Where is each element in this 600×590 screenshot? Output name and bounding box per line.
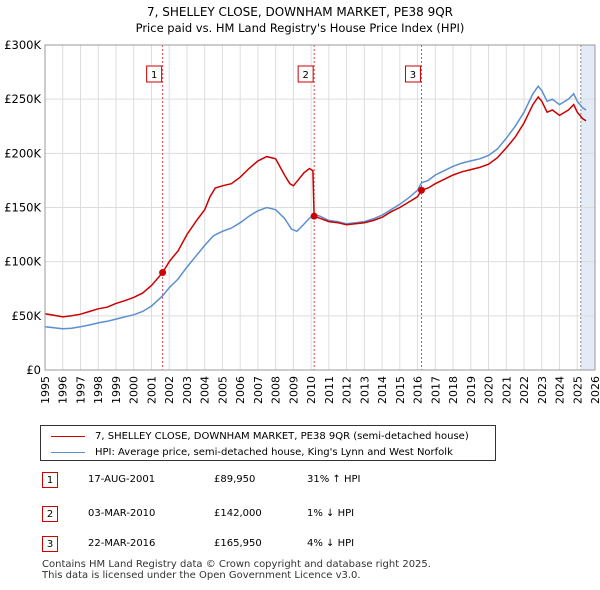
table-row: 1 17-AUG-2001 £89,950 31% ↑ HPI [42, 472, 462, 490]
sale-label-number: 2 [302, 70, 308, 81]
chart-title: 7, SHELLEY CLOSE, DOWNHAM MARKET, PE38 9… [147, 5, 453, 19]
y-tick-label: £200K [4, 146, 41, 160]
footer-line-2: This data is licensed under the Open Gov… [42, 570, 361, 581]
series-line-hpi [44, 84, 587, 330]
sale-point [310, 212, 318, 220]
sale-price: £165,950 [214, 538, 262, 549]
x-tick-label: 1996 [57, 376, 70, 404]
legend-label-property: 7, SHELLEY CLOSE, DOWNHAM MARKET, PE38 9… [95, 430, 469, 442]
sale-hpi-diff: 31% ↑ HPI [307, 474, 361, 485]
x-tick-label: 2017 [429, 376, 442, 404]
x-tick-label: 2015 [394, 376, 407, 404]
x-tick-label: 2019 [465, 376, 478, 404]
x-tick-label: 2009 [287, 376, 300, 404]
x-tick-label: 2004 [199, 376, 212, 404]
x-tick-label: 2021 [500, 376, 513, 404]
x-tick-label: 2001 [145, 376, 158, 404]
sale-date: 17-AUG-2001 [88, 474, 156, 485]
x-tick-label: 2011 [323, 376, 336, 404]
x-tick-label: 2020 [483, 376, 496, 404]
x-tick-label: 2016 [412, 376, 425, 404]
x-tick-label: 1995 [39, 376, 52, 404]
y-tick-label: £50K [12, 309, 42, 323]
x-tick-label: 2005 [216, 376, 229, 404]
x-tick-label: 2023 [536, 376, 549, 404]
sale-label-box [297, 65, 314, 83]
sale-point [417, 186, 425, 194]
plot-frame [44, 44, 596, 371]
x-tick-label: 2002 [163, 376, 176, 404]
chart-legend: 7, SHELLEY CLOSE, DOWNHAM MARKET, PE38 9… [40, 425, 496, 461]
x-tick-label: 2022 [518, 376, 531, 404]
table-row: 3 22-MAR-2016 £165,950 4% ↓ HPI [42, 536, 462, 554]
sale-label-number: 1 [151, 70, 157, 81]
legend-item-hpi: HPI: Average price, semi-detached house,… [51, 444, 453, 460]
x-tick-label: 2014 [376, 376, 389, 404]
x-tick-label: 2010 [305, 376, 318, 404]
legend-swatch-hpi [51, 451, 85, 453]
sale-label-box [404, 65, 421, 83]
sale-hpi-diff: 4% ↓ HPI [307, 538, 355, 549]
x-tick-label: 2012 [341, 376, 354, 404]
footer-line-1: Contains HM Land Registry data © Crown c… [42, 559, 431, 570]
sale-badge: 1 [42, 472, 58, 488]
sale-price: £142,000 [214, 508, 262, 519]
y-tick-label: £150K [4, 201, 41, 215]
footer-attribution: Contains HM Land Registry data © Crown c… [42, 559, 431, 581]
x-tick-label: 2008 [270, 376, 283, 404]
x-tick-label: 2026 [589, 376, 600, 404]
y-tick-label: £100K [4, 255, 41, 269]
sale-hpi-diff: 1% ↓ HPI [307, 508, 355, 519]
x-tick-label: 1998 [92, 376, 105, 404]
x-tick-label: 1999 [110, 376, 123, 404]
x-tick-label: 2025 [571, 376, 584, 404]
sale-date: 22-MAR-2016 [88, 538, 156, 549]
price-chart: 7, SHELLEY CLOSE, DOWNHAM MARKET, PE38 9… [4, 5, 600, 404]
x-tick-label: 2003 [181, 376, 194, 404]
y-tick-label: £250K [4, 92, 41, 106]
sale-price: £89,950 [214, 474, 256, 485]
legend-label-hpi: HPI: Average price, semi-detached house,… [95, 446, 453, 458]
sale-badge: 3 [42, 536, 58, 552]
sale-label-box [146, 65, 163, 83]
legend-item-property: 7, SHELLEY CLOSE, DOWNHAM MARKET, PE38 9… [51, 428, 469, 444]
y-tick-label: £0 [26, 363, 41, 377]
x-tick-label: 2006 [234, 376, 247, 404]
sale-label-number: 3 [410, 70, 416, 81]
x-tick-label: 2024 [554, 376, 567, 404]
legend-swatch-property [51, 435, 85, 437]
x-tick-label: 2013 [358, 376, 371, 404]
x-tick-label: 2018 [447, 376, 460, 404]
x-tick-label: 1997 [74, 376, 87, 404]
sale-point [159, 269, 167, 277]
chart-subtitle: Price paid vs. HM Land Registry's House … [136, 21, 465, 35]
table-row: 2 03-MAR-2010 £142,000 1% ↓ HPI [42, 506, 462, 524]
y-tick-label: £300K [4, 38, 41, 52]
sale-badge: 2 [42, 506, 58, 522]
x-tick-label: 2007 [252, 376, 265, 404]
x-tick-label: 2000 [128, 376, 141, 404]
sale-date: 03-MAR-2010 [88, 508, 156, 519]
